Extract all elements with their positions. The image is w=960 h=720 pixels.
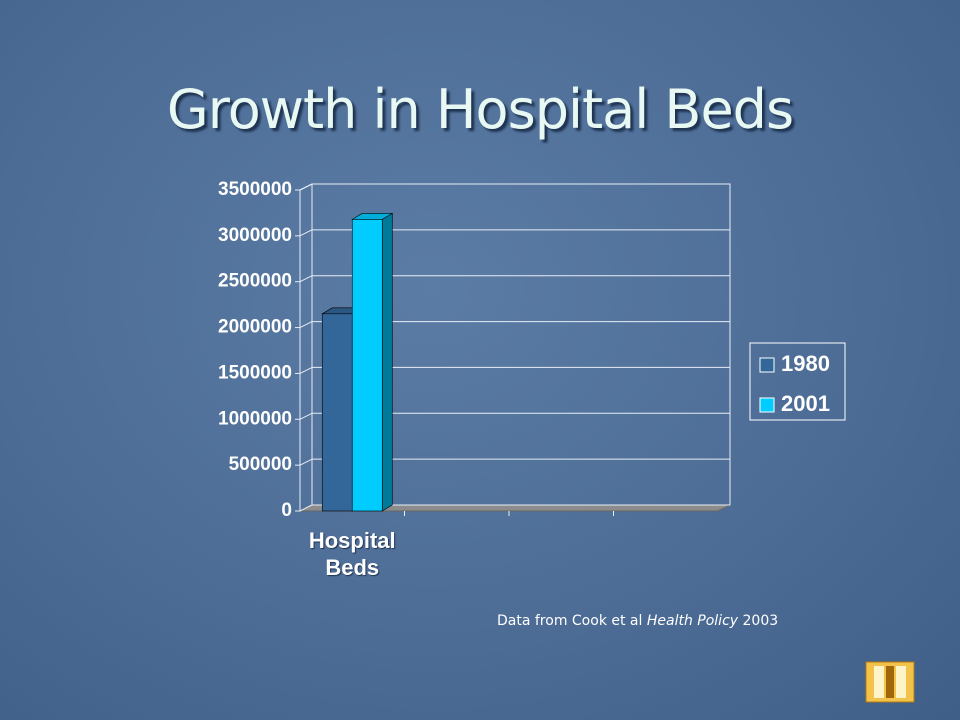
- source-year: 2003: [742, 613, 779, 629]
- grid-line-side: [299, 412, 313, 420]
- source-text: Data from Cook et al: [497, 613, 643, 629]
- legend-swatch: [759, 357, 775, 373]
- bar: [351, 219, 383, 512]
- legend-label: 2001: [781, 391, 830, 416]
- legend-label: 1980: [781, 351, 830, 376]
- source-note: Data from Cook et al Health Policy 2003: [497, 613, 778, 629]
- bar: [321, 313, 353, 512]
- grid-line-side: [299, 504, 313, 512]
- grid-line-side: [299, 229, 313, 237]
- y-tick-label: 500000: [229, 454, 292, 475]
- y-tick-label: 1500000: [218, 362, 292, 383]
- source-journal: Health Policy: [646, 613, 739, 629]
- y-tick-label: 0: [281, 500, 292, 521]
- grid-line-side: [299, 183, 313, 191]
- y-tick-label: 2000000: [218, 317, 292, 338]
- grid-line-side: [299, 458, 313, 466]
- slide-title: Growth in Hospital Beds: [166, 78, 794, 141]
- y-tick-label: 1000000: [218, 408, 292, 429]
- grid-line-side: [299, 275, 313, 283]
- logo: [865, 661, 915, 703]
- bar-side: [381, 212, 393, 512]
- y-tick-label: 3500000: [218, 179, 292, 200]
- grid-line-side: [299, 321, 313, 329]
- x-tick-label: Hospital Beds: [308, 528, 396, 580]
- legend-swatch: [759, 397, 775, 413]
- y-tick-label: 2500000: [218, 271, 292, 292]
- grid-line-side: [299, 366, 313, 374]
- y-tick-label: 3000000: [218, 225, 292, 246]
- legend-box: [749, 342, 846, 421]
